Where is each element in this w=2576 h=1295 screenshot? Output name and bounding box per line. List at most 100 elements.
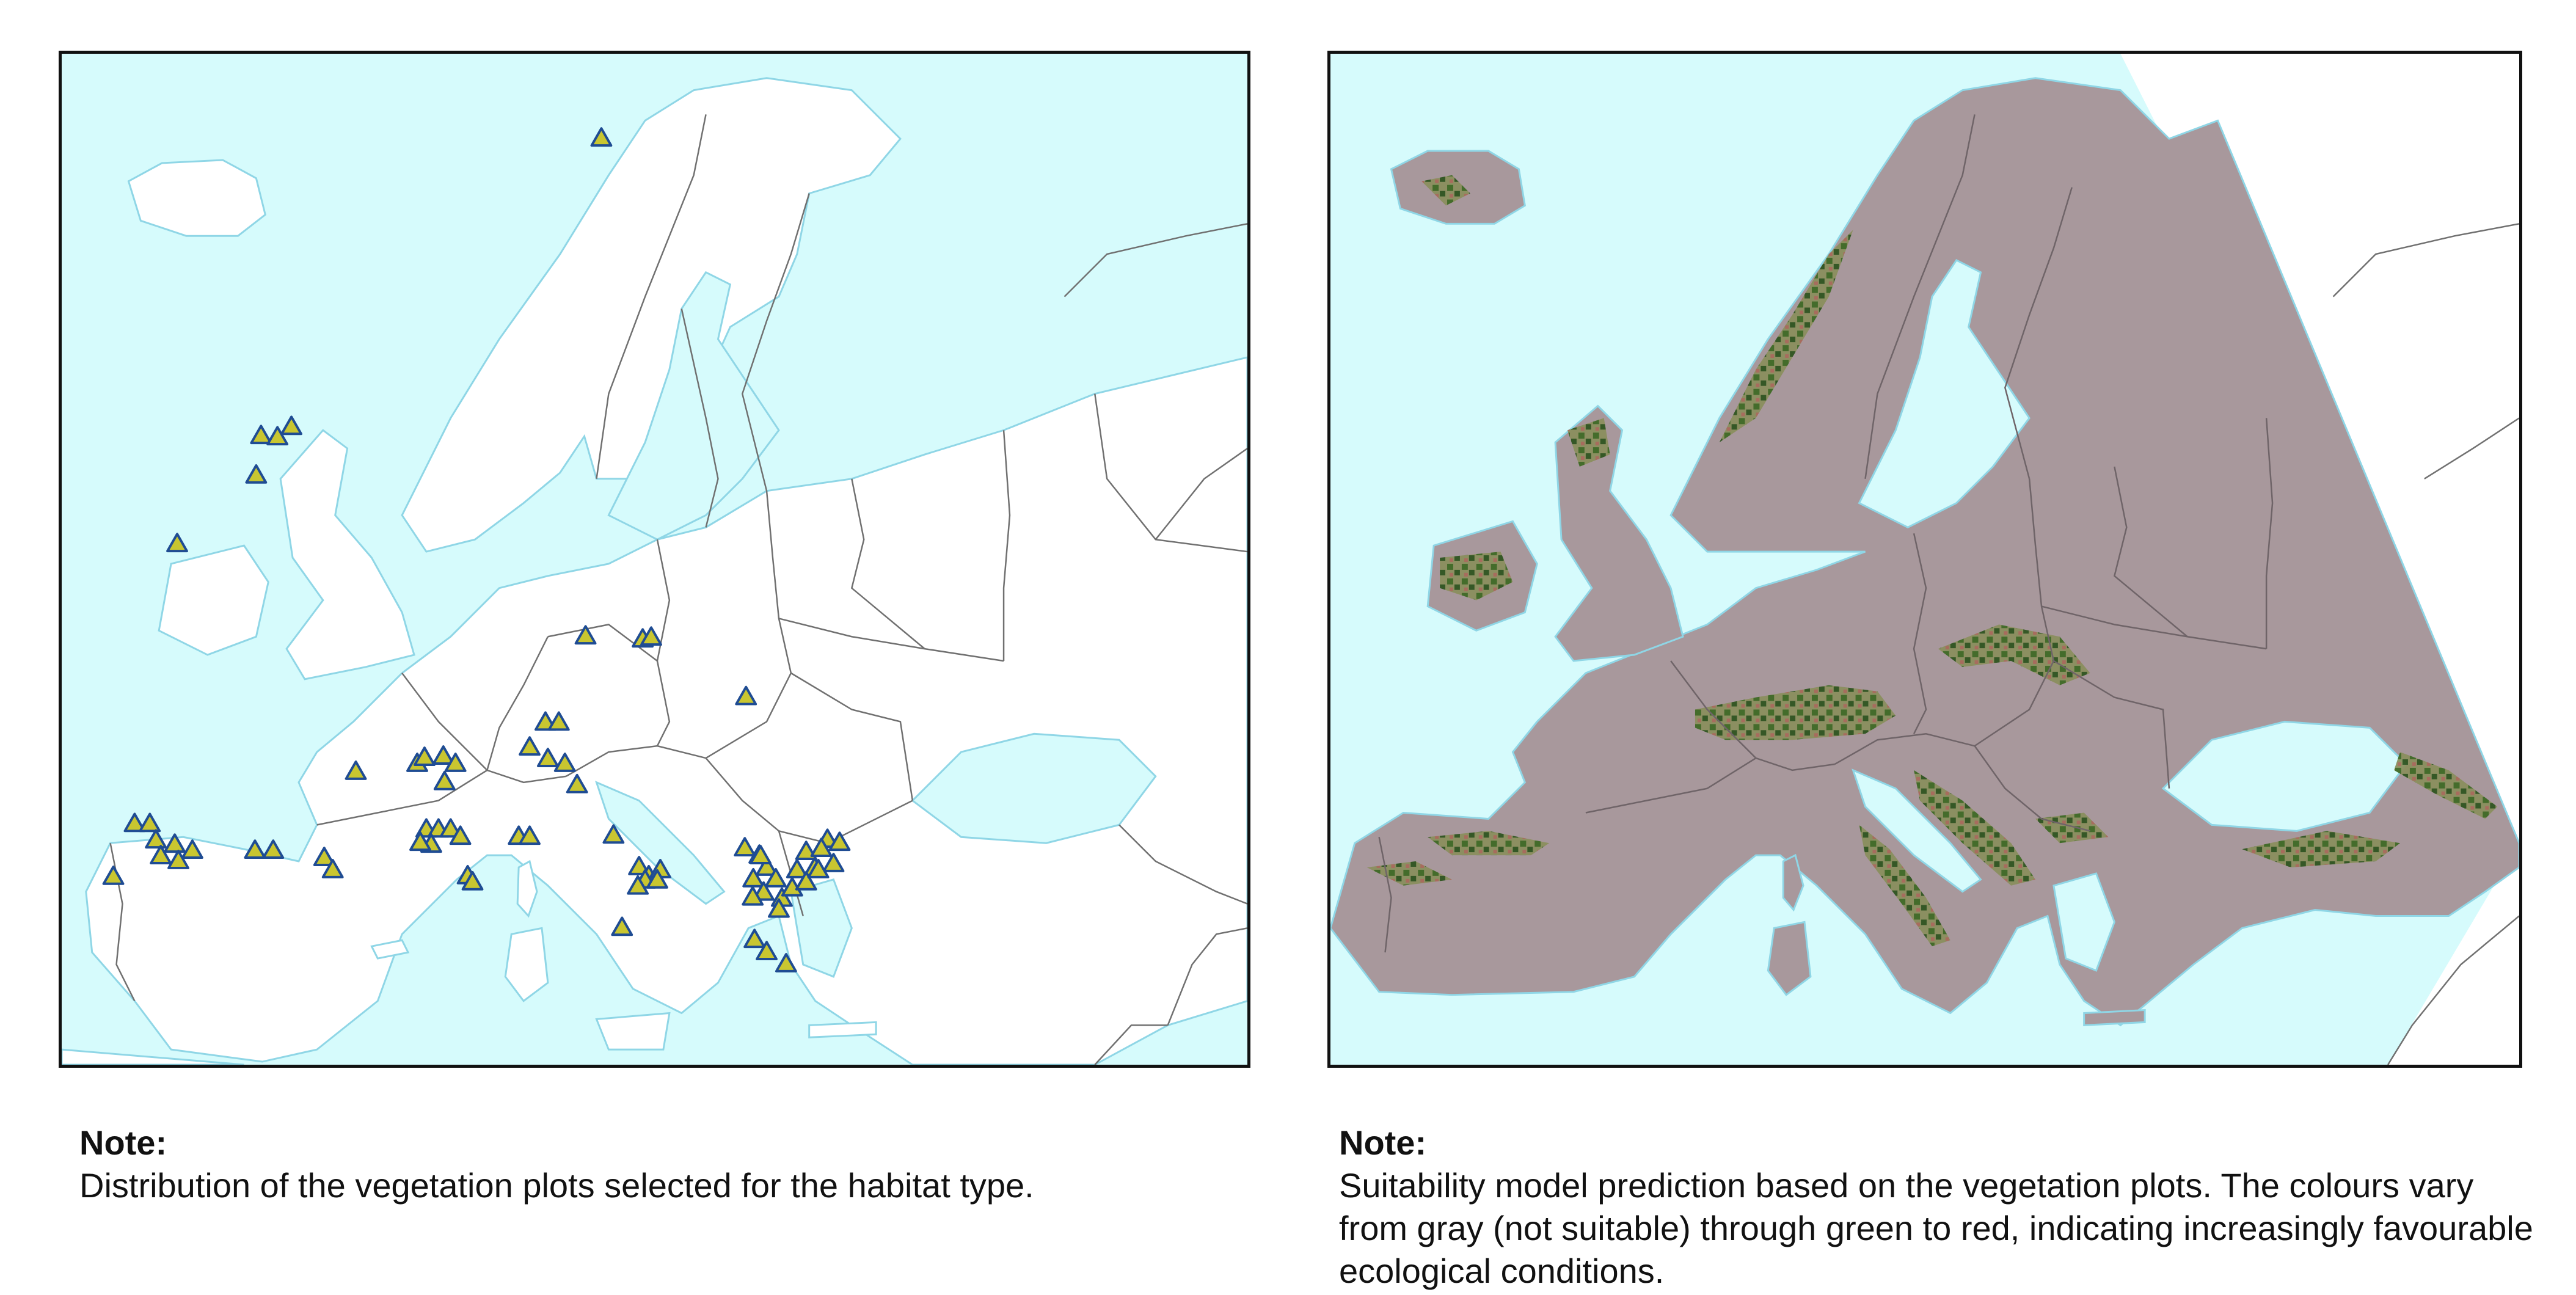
triangle-marker — [245, 464, 268, 484]
triangle-marker — [828, 831, 851, 852]
outside-extent-land — [2120, 54, 2519, 1065]
triangle-marker — [449, 825, 472, 845]
triangle-marker — [536, 748, 559, 767]
triangle-marker — [553, 753, 576, 772]
suitability-note: Note: Suitability model prediction based… — [1339, 1122, 2536, 1293]
land-masses — [62, 77, 1247, 1065]
model-seas — [1852, 259, 2407, 972]
triangle-marker — [166, 533, 188, 553]
crete — [2083, 1009, 2146, 1026]
triangle-marker — [775, 953, 797, 972]
triangle-marker — [574, 625, 597, 645]
iceland-interior — [1421, 175, 1470, 206]
great-britain — [279, 429, 415, 680]
triangle-marker — [409, 831, 431, 852]
note-title: Note: — [79, 1123, 167, 1162]
triangle-marker — [266, 426, 289, 446]
suitability-highlights — [1366, 175, 2498, 947]
triangle-marker — [280, 415, 302, 436]
triangle-marker — [433, 770, 456, 790]
carpathians — [1938, 624, 2090, 685]
triangle-marker — [345, 761, 367, 780]
alps — [1695, 685, 1896, 740]
triangle-marker — [810, 837, 833, 858]
baltic-sea — [607, 271, 780, 541]
pyrenees — [1428, 831, 1550, 856]
sicily — [595, 1012, 671, 1051]
note-text: Suitability model prediction based on th… — [1339, 1166, 2533, 1290]
triangle-marker — [753, 881, 775, 901]
country-borders — [1378, 114, 2274, 953]
balearic-islands — [370, 939, 410, 960]
adriatic-sea — [1852, 768, 1982, 893]
triangle-marker — [313, 847, 335, 866]
apennines — [1859, 825, 1950, 947]
great-britain — [1554, 404, 1684, 662]
triangle-marker — [250, 425, 272, 445]
iceland — [127, 159, 266, 237]
triangle-marker — [735, 685, 757, 706]
caucasus — [2394, 752, 2498, 819]
triangle-marker — [590, 127, 613, 147]
triangle-marker — [628, 856, 651, 875]
triangle-marker — [627, 875, 649, 895]
triangle-marker — [750, 845, 772, 864]
triangle-marker — [439, 818, 462, 838]
triangle-marker — [519, 736, 541, 756]
triangle-marker — [444, 753, 467, 772]
triangle-marker — [756, 941, 778, 961]
norway-coast — [1719, 230, 1853, 443]
crete — [808, 1021, 877, 1038]
triangle-marker — [181, 839, 203, 859]
triangle-marker — [768, 898, 790, 918]
triangle-marker — [432, 745, 454, 765]
suitability-map — [1327, 51, 2522, 1068]
distribution-map — [59, 51, 1250, 1068]
scottish-highlands — [1567, 418, 1610, 467]
triangle-marker — [262, 839, 285, 859]
triangle-marker — [742, 867, 765, 888]
triangle-marker — [640, 626, 662, 646]
note-text: Distribution of the vegetation plots sel… — [79, 1166, 1034, 1205]
triangle-marker — [602, 824, 625, 844]
distribution-note: Note: Distribution of the vegetation plo… — [79, 1122, 1271, 1207]
adriatic-sea — [595, 781, 726, 905]
triangle-marker — [765, 867, 787, 888]
triangle-marker — [139, 812, 161, 833]
triangle-marker — [414, 746, 436, 766]
ireland — [158, 544, 269, 656]
note-title: Note: — [1339, 1123, 1427, 1162]
outside-borders — [2332, 223, 2519, 1065]
sardinia — [1767, 921, 1812, 996]
country-borders — [109, 114, 1247, 1065]
triangle-marker — [795, 870, 817, 891]
ireland-interior — [1440, 552, 1513, 600]
baltic-sea — [1858, 259, 2031, 528]
triangle-marker — [167, 850, 189, 869]
model-islands — [1390, 150, 2146, 1026]
scandinavia — [401, 77, 902, 553]
triangle-marker — [102, 865, 125, 885]
anatolia — [2242, 831, 2401, 867]
dinarides — [1914, 770, 2036, 886]
triangle-marker — [164, 833, 186, 853]
vegetation-plot-markers — [102, 127, 851, 972]
triangle-marker — [461, 870, 484, 891]
triangle-marker — [566, 773, 588, 793]
iberian-ranges — [1366, 861, 1452, 886]
triangle-marker — [611, 916, 633, 936]
triangle-marker — [734, 837, 756, 857]
triangle-marker — [519, 825, 541, 845]
aegean-sea — [2052, 872, 2115, 972]
triangle-marker — [123, 812, 146, 833]
black-sea — [911, 732, 1157, 844]
triangle-marker — [822, 853, 845, 872]
triangle-marker — [756, 856, 778, 876]
triangle-marker — [646, 869, 668, 889]
islands — [370, 859, 877, 1051]
sardinia — [504, 927, 549, 1002]
triangle-marker — [743, 928, 766, 949]
triangle-marker — [244, 839, 266, 859]
triangle-marker — [742, 886, 764, 906]
triangle-marker — [321, 859, 344, 878]
